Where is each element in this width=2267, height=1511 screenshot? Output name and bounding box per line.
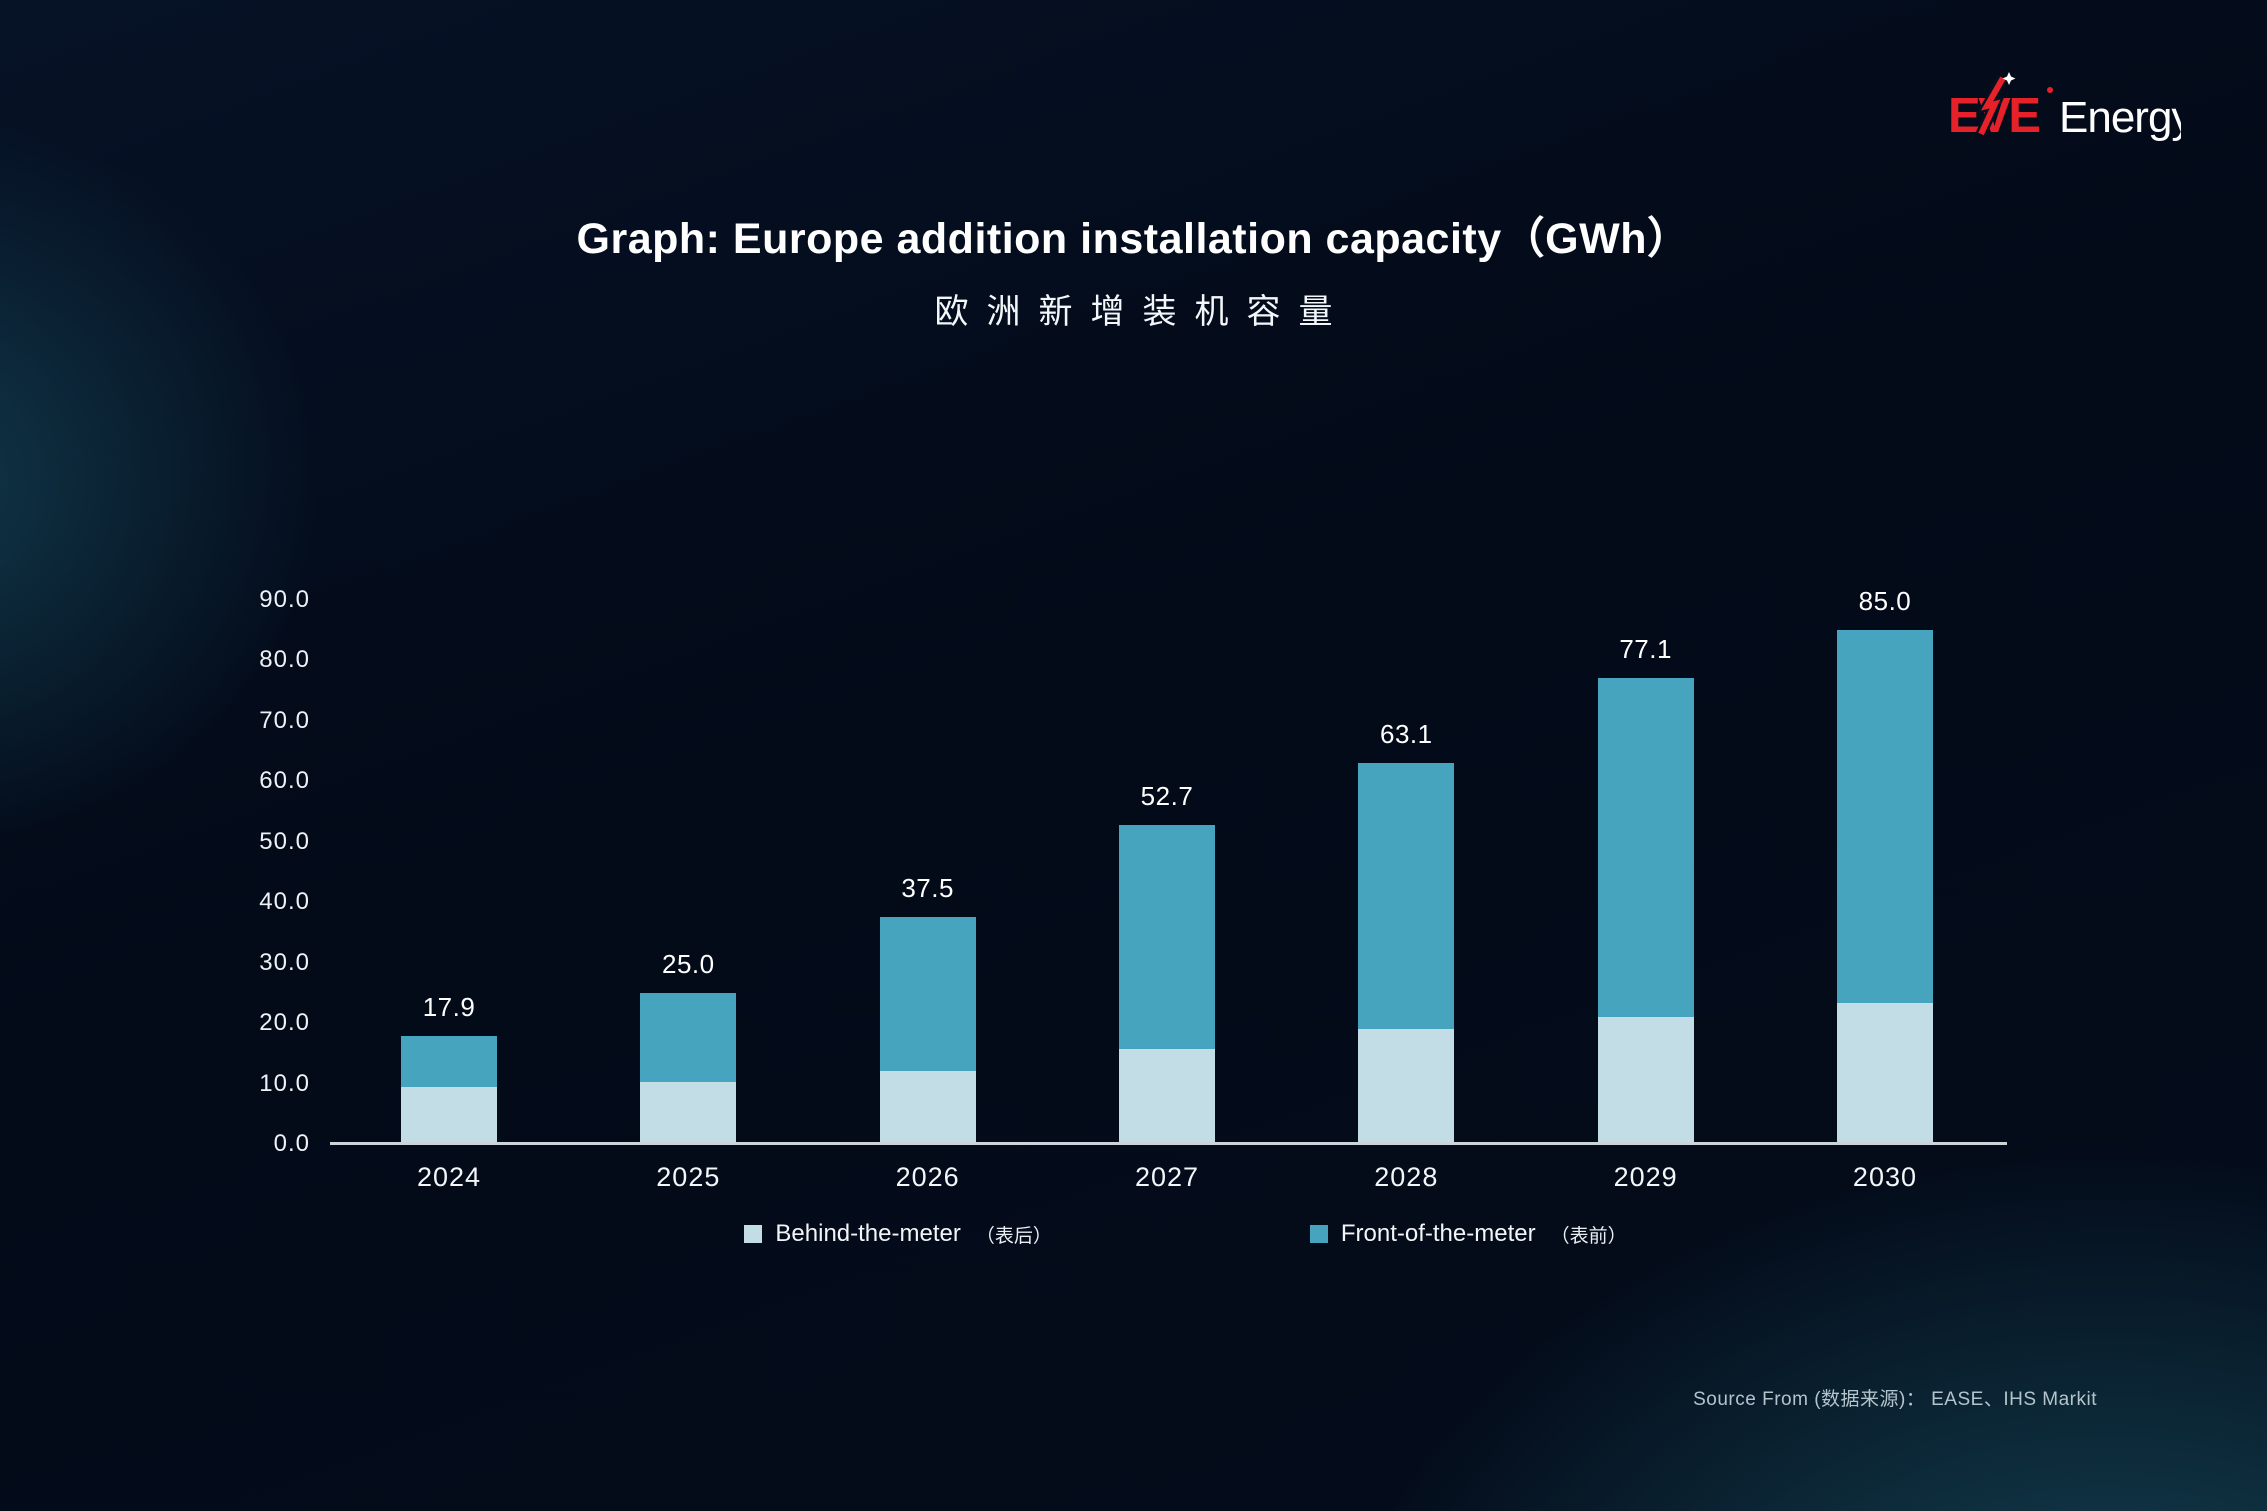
segment-front-of-the-meter	[640, 992, 737, 1083]
y-axis-tick-label: 30.0	[259, 948, 310, 976]
bar-series: 17.9 2024 25.0 2025 37.5 2026 52.7 2027 63.1 2028…	[330, 586, 2007, 1192]
brand-logo: EVE Energy	[1946, 66, 2194, 150]
y-axis: 0.0 10.0 20.0 30.0 40.0 50.0 60.0 70.0 80.0 90.0	[259, 586, 2007, 1157]
legend-swatch-icon	[744, 1225, 763, 1243]
eve-energy-logo: EVE Energy	[1948, 72, 2194, 143]
segment-behind-the-meter	[401, 1086, 497, 1144]
source-note: Source From (数据来源)： EASE、IHS Markit	[1693, 1389, 2097, 1410]
y-axis-tick-label: 0.0	[273, 1130, 310, 1157]
segment-front-of-the-meter	[1358, 762, 1455, 1030]
x-axis-category-label: 2028	[1374, 1162, 1439, 1192]
legend-label: Behind-the-meter	[775, 1220, 961, 1247]
legend-label-cn: （表前）	[1550, 1225, 1627, 1247]
bar-2024	[401, 1035, 497, 1144]
x-axis-category-label: 2025	[656, 1162, 721, 1192]
logo-energy-text: Energy	[2059, 93, 2181, 142]
x-axis-category-label: 2026	[895, 1162, 960, 1192]
x-axis-category-label: 2029	[1613, 1162, 1678, 1192]
y-axis-tick-label: 10.0	[259, 1069, 310, 1097]
y-axis-tick-label: 80.0	[259, 646, 310, 674]
bar-2026	[879, 917, 976, 1144]
x-axis-category-label: 2027	[1134, 1162, 1200, 1192]
bar-total-label: 77.1	[1619, 633, 1672, 664]
bar-total-label: 85.0	[1858, 586, 1912, 617]
bar-2027	[1118, 825, 1215, 1144]
legend-item: Front-of-the-meter （表前）	[1309, 1220, 1627, 1248]
segment-front-of-the-meter	[879, 917, 976, 1072]
bar-2028	[1358, 762, 1455, 1144]
segment-behind-the-meter	[1118, 1048, 1215, 1144]
legend-label-cn: （表后）	[975, 1225, 1052, 1247]
segment-front-of-the-meter	[1836, 630, 1933, 1003]
x-axis-category-label: 2030	[1852, 1162, 1917, 1192]
x-axis-line	[330, 1142, 2007, 1145]
logo-registered-mark	[2047, 87, 2053, 93]
segment-behind-the-meter	[1358, 1029, 1455, 1144]
segment-behind-the-meter	[1836, 1002, 1933, 1144]
plot-area: 0.0 10.0 20.0 30.0 40.0 50.0 60.0 70.0 80.0 90.0 …	[259, 586, 2007, 1192]
y-axis-tick-label: 50.0	[259, 827, 310, 855]
bar-total-label: 17.9	[422, 991, 476, 1022]
y-axis-tick-label: 70.0	[259, 706, 310, 734]
bar-2029	[1597, 677, 1694, 1144]
bar-2030	[1836, 630, 1933, 1144]
bar-2025	[640, 992, 737, 1144]
x-axis-category-label: 2024	[416, 1162, 482, 1192]
chart-subtitle-cn: 欧洲新增装机容量	[934, 293, 1351, 331]
logo-lightning-icon	[1978, 76, 2006, 136]
segment-front-of-the-meter	[1118, 825, 1215, 1049]
segment-front-of-the-meter	[401, 1035, 497, 1087]
logo-spark-icon	[2002, 72, 2016, 85]
bar-total-label: 25.0	[662, 948, 715, 979]
segment-front-of-the-meter	[1597, 677, 1694, 1018]
bar-total-label: 37.5	[901, 873, 954, 904]
legend-label: Front-of-the-meter	[1340, 1220, 1536, 1247]
y-axis-tick-label: 60.0	[259, 767, 310, 795]
legend-swatch-icon	[1309, 1225, 1328, 1243]
bar-total-label: 63.1	[1380, 718, 1433, 749]
y-axis-tick-label: 40.0	[259, 888, 310, 916]
bar-total-label: 52.7	[1140, 781, 1194, 812]
legend-item: Behind-the-meter （表后）	[744, 1220, 1052, 1248]
segment-behind-the-meter	[1597, 1017, 1694, 1144]
chart-title: Graph: Europe addition installation capa…	[576, 215, 1691, 263]
y-axis-tick-label: 90.0	[259, 586, 310, 613]
y-axis-tick-label: 20.0	[259, 1009, 310, 1037]
legend: Behind-the-meter （表后） Front-of-the-meter （表…	[0, 1220, 2267, 1248]
segment-behind-the-meter	[879, 1071, 976, 1144]
segment-behind-the-meter	[640, 1082, 737, 1144]
